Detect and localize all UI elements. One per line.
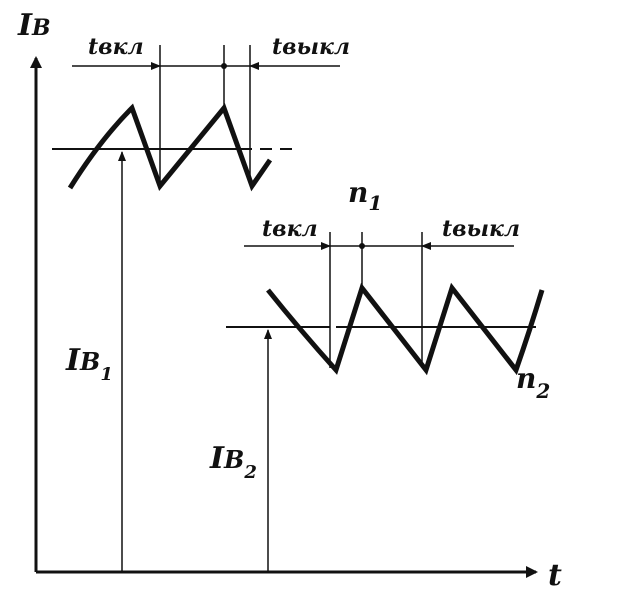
- ib1-label: IB1: [65, 343, 113, 385]
- lower-waveform: [266, 282, 545, 376]
- n2-label: n2: [516, 362, 550, 403]
- n1-label: n1: [348, 176, 382, 215]
- lower-toff-label: tвыкл: [442, 216, 520, 242]
- upper-toff-label: tвыкл: [272, 34, 350, 60]
- x-axis-label: t: [548, 558, 562, 593]
- upper-waveform: [67, 103, 273, 192]
- y-axis-label: IB: [17, 8, 51, 43]
- lower-ton-label: tвкл: [262, 216, 318, 242]
- ib2-label: IB2: [209, 441, 257, 483]
- upper-ton-label: tвкл: [88, 34, 144, 60]
